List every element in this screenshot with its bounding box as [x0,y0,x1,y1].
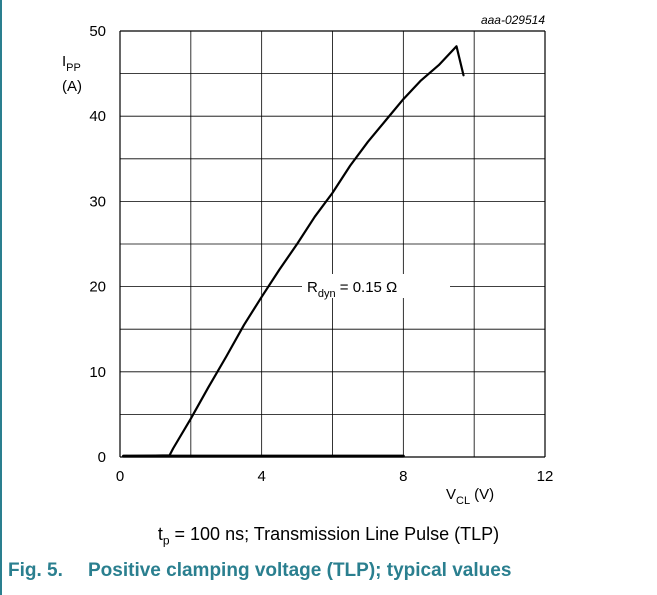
series-line-1 [122,45,465,458]
x-axis-subscript: CL [456,495,470,507]
y-tick-label: 30 [89,193,106,210]
x-tick-label: 8 [399,468,407,485]
condition-text: = 100 ns; Transmission Line Pulse (TLP) [169,524,500,544]
rdyn-annotation: Rdyn = 0.15 Ω [307,279,397,300]
grid [119,30,546,458]
y-tick-label: 20 [89,279,106,296]
y-tick-label: 0 [98,449,106,466]
y-axis-symbol: I [62,53,66,70]
y-tick-label: 10 [89,364,106,381]
y-axis-unit: (A) [62,78,82,95]
x-axis-unit: (V) [474,486,494,503]
figure-caption: Fig. 5. Positive clamping voltage (TLP); … [8,560,511,582]
test-condition: tp = 100 ns; Transmission Line Pulse (TL… [0,524,657,548]
x-axis-symbol: V [446,486,456,503]
figure-number: Fig. 5. [8,560,63,581]
annotation-value: = 0.15 Ω [336,279,398,296]
x-tick-label: 0 [116,468,124,485]
curves [122,45,465,458]
x-tick-label: 4 [257,468,265,485]
x-axis-label: VCL (V) [446,486,494,507]
y-axis-label: IPP [62,53,81,74]
tick-labels: 0 4 8 12 0 10 20 30 40 50 [89,23,553,485]
y-axis-subscript: PP [66,62,81,74]
annotation-subscript: dyn [318,288,336,300]
figure-code: aaa-029514 [481,13,545,27]
condition-subscript: p [162,533,170,548]
left-border [0,0,2,595]
condition-symbol: t [157,524,163,544]
y-tick-label: 50 [89,23,106,40]
annotation-symbol: R [307,279,318,296]
annotation-background [302,274,450,298]
figure-title: Positive clamping voltage (TLP); typical… [88,560,512,581]
y-tick-label: 40 [89,108,106,125]
x-tick-label: 12 [537,468,554,485]
